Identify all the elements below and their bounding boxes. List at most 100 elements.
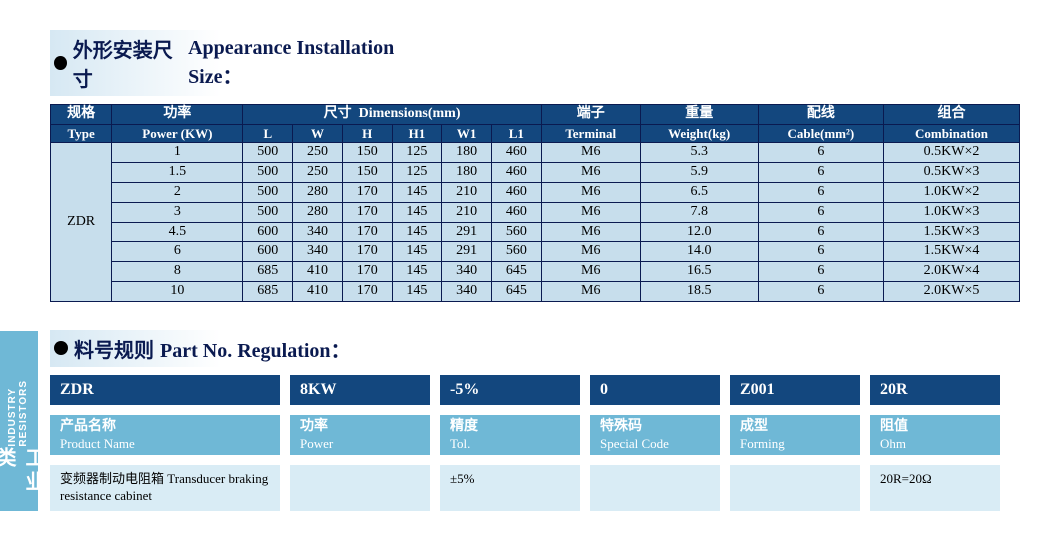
cell-H1: 125 — [392, 143, 442, 163]
cell-H: 170 — [342, 222, 392, 242]
cell-t: M6 — [541, 143, 640, 163]
cell-L1: 460 — [491, 202, 541, 222]
cell-cb: 2.0KW×5 — [884, 281, 1020, 301]
th-term-cn: 端子 — [541, 105, 640, 125]
th-weight-cn: 重量 — [640, 105, 758, 125]
cell-cb: 1.0KW×3 — [884, 202, 1020, 222]
table-row: 1.5500250150125180460M65.960.5KW×3 — [51, 163, 1020, 183]
cell-L1: 460 — [491, 163, 541, 183]
cell-W: 410 — [293, 281, 343, 301]
bullet-icon — [54, 56, 67, 70]
cell-wt: 5.9 — [640, 163, 758, 183]
cell-H1: 125 — [392, 163, 442, 183]
partno-label-4: 成型Forming — [730, 415, 860, 455]
partno-code-4: Z001 — [730, 375, 860, 405]
cell-L1: 645 — [491, 262, 541, 282]
th-L1: L1 — [491, 124, 541, 143]
cell-W: 280 — [293, 202, 343, 222]
table-row: 2500280170145210460M66.561.0KW×2 — [51, 182, 1020, 202]
table-row: 3500280170145210460M67.861.0KW×3 — [51, 202, 1020, 222]
partno-value-3 — [590, 465, 720, 511]
cell-L1: 645 — [491, 281, 541, 301]
table-row: 6600340170145291560M614.061.5KW×4 — [51, 242, 1020, 262]
cell-p: 8 — [112, 262, 243, 282]
section-title-size: 外形安装尺寸 Appearance Installation Size： — [50, 30, 430, 96]
cell-L: 500 — [243, 202, 293, 222]
cell-p: 4.5 — [112, 222, 243, 242]
cell-H1: 145 — [392, 281, 442, 301]
bullet-icon — [54, 341, 68, 355]
side-category-tab: INDUSTRY RESISTORS 工业类 — [0, 331, 38, 511]
table-row: 8685410170145340645M616.562.0KW×4 — [51, 262, 1020, 282]
partno-label-1: 功率Power — [290, 415, 430, 455]
cell-p: 3 — [112, 202, 243, 222]
cell-t: M6 — [541, 281, 640, 301]
section1-en: Appearance Installation Size： — [188, 37, 430, 89]
cell-c: 6 — [758, 163, 883, 183]
cell-wt: 18.5 — [640, 281, 758, 301]
cell-W: 340 — [293, 242, 343, 262]
th-H1: H1 — [392, 124, 442, 143]
cell-L: 500 — [243, 143, 293, 163]
cell-c: 6 — [758, 262, 883, 282]
cell-L1: 460 — [491, 143, 541, 163]
cell-H1: 145 — [392, 182, 442, 202]
cell-c: 6 — [758, 242, 883, 262]
partno-code-3: 0 — [590, 375, 720, 405]
section2-en: Part No. Regulation： — [160, 334, 351, 363]
cell-H1: 145 — [392, 262, 442, 282]
cell-H1: 145 — [392, 202, 442, 222]
cell-cb: 1.0KW×2 — [884, 182, 1020, 202]
th-weight-en: Weight(kg) — [640, 124, 758, 143]
partno-code-5: 20R — [870, 375, 1000, 405]
cell-W: 340 — [293, 222, 343, 242]
cell-L: 685 — [243, 281, 293, 301]
cell-p: 6 — [112, 242, 243, 262]
partno-label-2: 精度Tol. — [440, 415, 580, 455]
cell-H1: 145 — [392, 242, 442, 262]
th-cable-cn: 配线 — [758, 105, 883, 125]
table-row: 10685410170145340645M618.562.0KW×5 — [51, 281, 1020, 301]
cell-t: M6 — [541, 202, 640, 222]
cell-L1: 560 — [491, 242, 541, 262]
cell-wt: 12.0 — [640, 222, 758, 242]
partno-label-3: 特殊码Special Code — [590, 415, 720, 455]
cell-W1: 291 — [442, 222, 492, 242]
section-title-partno: 料号规则 Part No. Regulation： — [50, 330, 430, 367]
th-cable-en: Cable(mm²) — [758, 124, 883, 143]
cell-L1: 560 — [491, 222, 541, 242]
partno-value-4 — [730, 465, 860, 511]
cell-H: 170 — [342, 202, 392, 222]
cell-wt: 6.5 — [640, 182, 758, 202]
table-row: 4.5600340170145291560M612.061.5KW×3 — [51, 222, 1020, 242]
cell-H: 170 — [342, 281, 392, 301]
th-comb-en: Combination — [884, 124, 1020, 143]
partno-label-5: 阻值Ohm — [870, 415, 1000, 455]
cell-L: 685 — [243, 262, 293, 282]
cell-W: 280 — [293, 182, 343, 202]
cell-wt: 5.3 — [640, 143, 758, 163]
cell-H: 170 — [342, 262, 392, 282]
partno-value-1 — [290, 465, 430, 511]
cell-L1: 460 — [491, 182, 541, 202]
cell-H: 150 — [342, 163, 392, 183]
cell-H: 150 — [342, 143, 392, 163]
cell-t: M6 — [541, 262, 640, 282]
th-type-en: Type — [51, 124, 112, 143]
cell-c: 6 — [758, 222, 883, 242]
partno-code-1: 8KW — [290, 375, 430, 405]
th-W1: W1 — [442, 124, 492, 143]
cell-cb: 1.5KW×3 — [884, 222, 1020, 242]
cell-L: 500 — [243, 182, 293, 202]
partno-grid: ZDR8KW-5%0Z00120R产品名称Product Name功率Power… — [50, 375, 1020, 511]
cell-cb: 0.5KW×3 — [884, 163, 1020, 183]
cell-cb: 2.0KW×4 — [884, 262, 1020, 282]
cell-H: 170 — [342, 242, 392, 262]
cell-W1: 291 — [442, 242, 492, 262]
cell-W1: 340 — [442, 281, 492, 301]
side-tab-cn: 工业类 — [0, 447, 48, 512]
partno-value-2: ±5% — [440, 465, 580, 511]
cell-wt: 16.5 — [640, 262, 758, 282]
partno-code-2: -5% — [440, 375, 580, 405]
cell-cb: 1.5KW×4 — [884, 242, 1020, 262]
